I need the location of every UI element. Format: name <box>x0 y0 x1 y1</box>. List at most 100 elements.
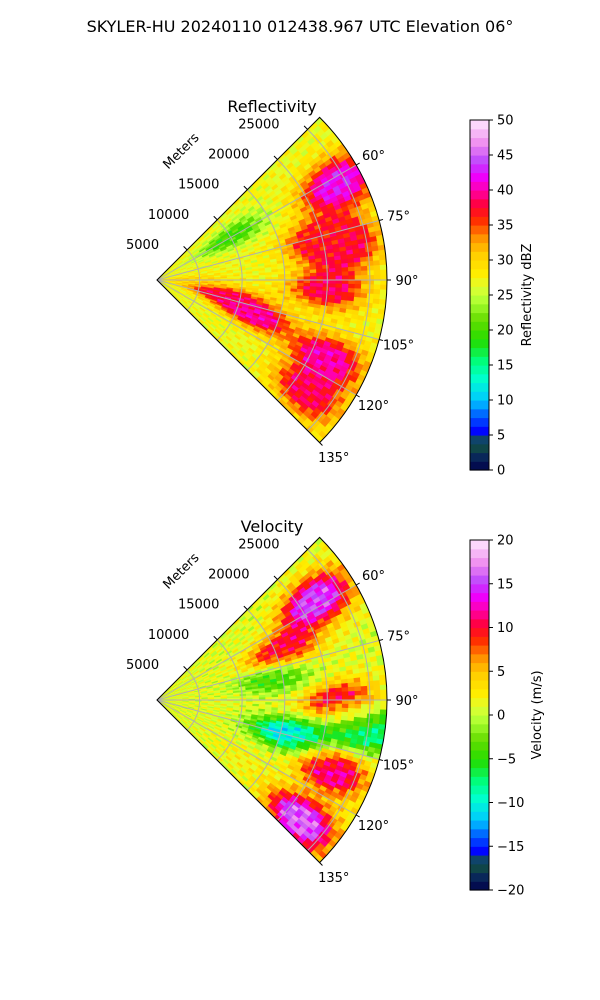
azimuth-tick-mark <box>379 218 384 221</box>
colorbar-tick-label: 20 <box>497 324 514 339</box>
field-cell <box>378 254 387 261</box>
field-cell <box>322 283 330 288</box>
field-cell <box>303 696 311 701</box>
field-cell <box>347 266 356 272</box>
colorbar-segment <box>470 321 489 331</box>
field-cell <box>367 708 375 715</box>
field-cell <box>341 687 349 693</box>
field-cell <box>328 267 337 273</box>
field-cell <box>335 267 343 273</box>
range-tick-label: 10000 <box>148 208 189 223</box>
field-cell <box>366 256 374 262</box>
azimuth-tick-label: 135° <box>318 451 349 466</box>
colorbar-segment <box>470 251 489 261</box>
field-cell <box>348 695 356 701</box>
azimuth-tick-label: 90° <box>395 274 418 289</box>
field-cell <box>309 269 317 274</box>
field-cell <box>277 274 286 278</box>
field-cell <box>303 699 311 704</box>
field-cell <box>366 676 374 682</box>
field-cell <box>348 275 356 281</box>
field-cell <box>379 714 387 721</box>
colorbar-segment <box>470 382 489 392</box>
field-cell <box>348 699 356 705</box>
colorbar-segment <box>470 373 489 384</box>
field-cell <box>347 708 356 714</box>
field-cell <box>316 696 324 701</box>
colorbar-segment <box>470 365 489 375</box>
azimuth-radial <box>156 219 380 281</box>
field-cell <box>380 274 387 281</box>
field-cell <box>328 687 337 693</box>
field-cell <box>347 288 356 294</box>
colorbar-segment <box>470 330 489 340</box>
field-cell <box>360 690 369 696</box>
azimuth-tick-mark <box>355 162 360 166</box>
colorbar-segment <box>470 286 489 296</box>
field-cell <box>309 699 318 704</box>
colorbar-segment <box>470 408 489 419</box>
range-tick-mark <box>303 125 308 130</box>
field-cell <box>379 294 387 301</box>
field-cell <box>367 270 375 276</box>
field-cell <box>334 683 343 689</box>
field-cell <box>322 279 330 285</box>
field-cell <box>361 695 369 701</box>
field-cell <box>322 688 330 694</box>
colorbar-tick-label: 10 <box>497 394 514 409</box>
colorbar-segment <box>470 312 489 322</box>
field-cell <box>329 703 337 709</box>
colorbar-segment <box>470 461 489 471</box>
field-cell <box>367 699 375 706</box>
field-cell <box>303 279 311 284</box>
colorbar-segment <box>470 452 489 462</box>
colorbar-segment <box>470 225 489 235</box>
field-cell <box>354 695 362 701</box>
colorbar-segment <box>470 295 489 305</box>
colorbar-segment <box>470 303 489 314</box>
field-cell <box>366 293 375 300</box>
field-cell <box>353 681 362 688</box>
colorbar-segment <box>470 260 489 270</box>
azimuth-tick-label: 105° <box>383 339 414 354</box>
colorbar-tick-label: 40 <box>497 184 514 199</box>
field-cell <box>360 261 368 267</box>
azimuth-tick-mark <box>379 339 384 342</box>
field-cell <box>335 695 343 701</box>
field-cell <box>373 699 381 706</box>
field-cell <box>309 692 317 697</box>
field-cell <box>335 703 343 709</box>
colorbar-tick-label: 45 <box>497 149 514 164</box>
field-cell <box>373 293 381 300</box>
azimuth-radial <box>156 164 357 281</box>
field-cell <box>373 704 381 711</box>
field-cell <box>373 713 381 720</box>
field-cell <box>361 275 369 281</box>
field-cell <box>373 709 381 715</box>
field-cell <box>367 265 375 272</box>
field-cell <box>367 685 375 692</box>
field-cell <box>335 699 343 705</box>
colorbar-segment <box>470 172 489 182</box>
colorbar-segment <box>470 233 489 244</box>
field-cell <box>316 703 324 708</box>
field-cell <box>335 691 343 697</box>
field-cell <box>329 279 337 285</box>
field-cell <box>367 694 375 701</box>
field-cell <box>341 287 349 293</box>
field-cell <box>348 271 356 277</box>
velocity-title: Velocity <box>241 517 304 536</box>
range-tick-mark <box>183 246 188 251</box>
field-cell <box>373 685 381 691</box>
field-cell <box>322 275 330 281</box>
field-cell <box>380 284 387 291</box>
colorbar-segment <box>470 242 489 252</box>
azimuth-tick-label: 75° <box>387 209 410 224</box>
field-cell <box>360 284 369 290</box>
field-cell <box>379 679 387 686</box>
field-cell <box>290 273 298 278</box>
colorbar-segment <box>470 347 489 357</box>
colorbar-tick-label: 35 <box>497 219 514 234</box>
colorbar-segment <box>470 146 489 156</box>
field-cell <box>341 267 349 273</box>
